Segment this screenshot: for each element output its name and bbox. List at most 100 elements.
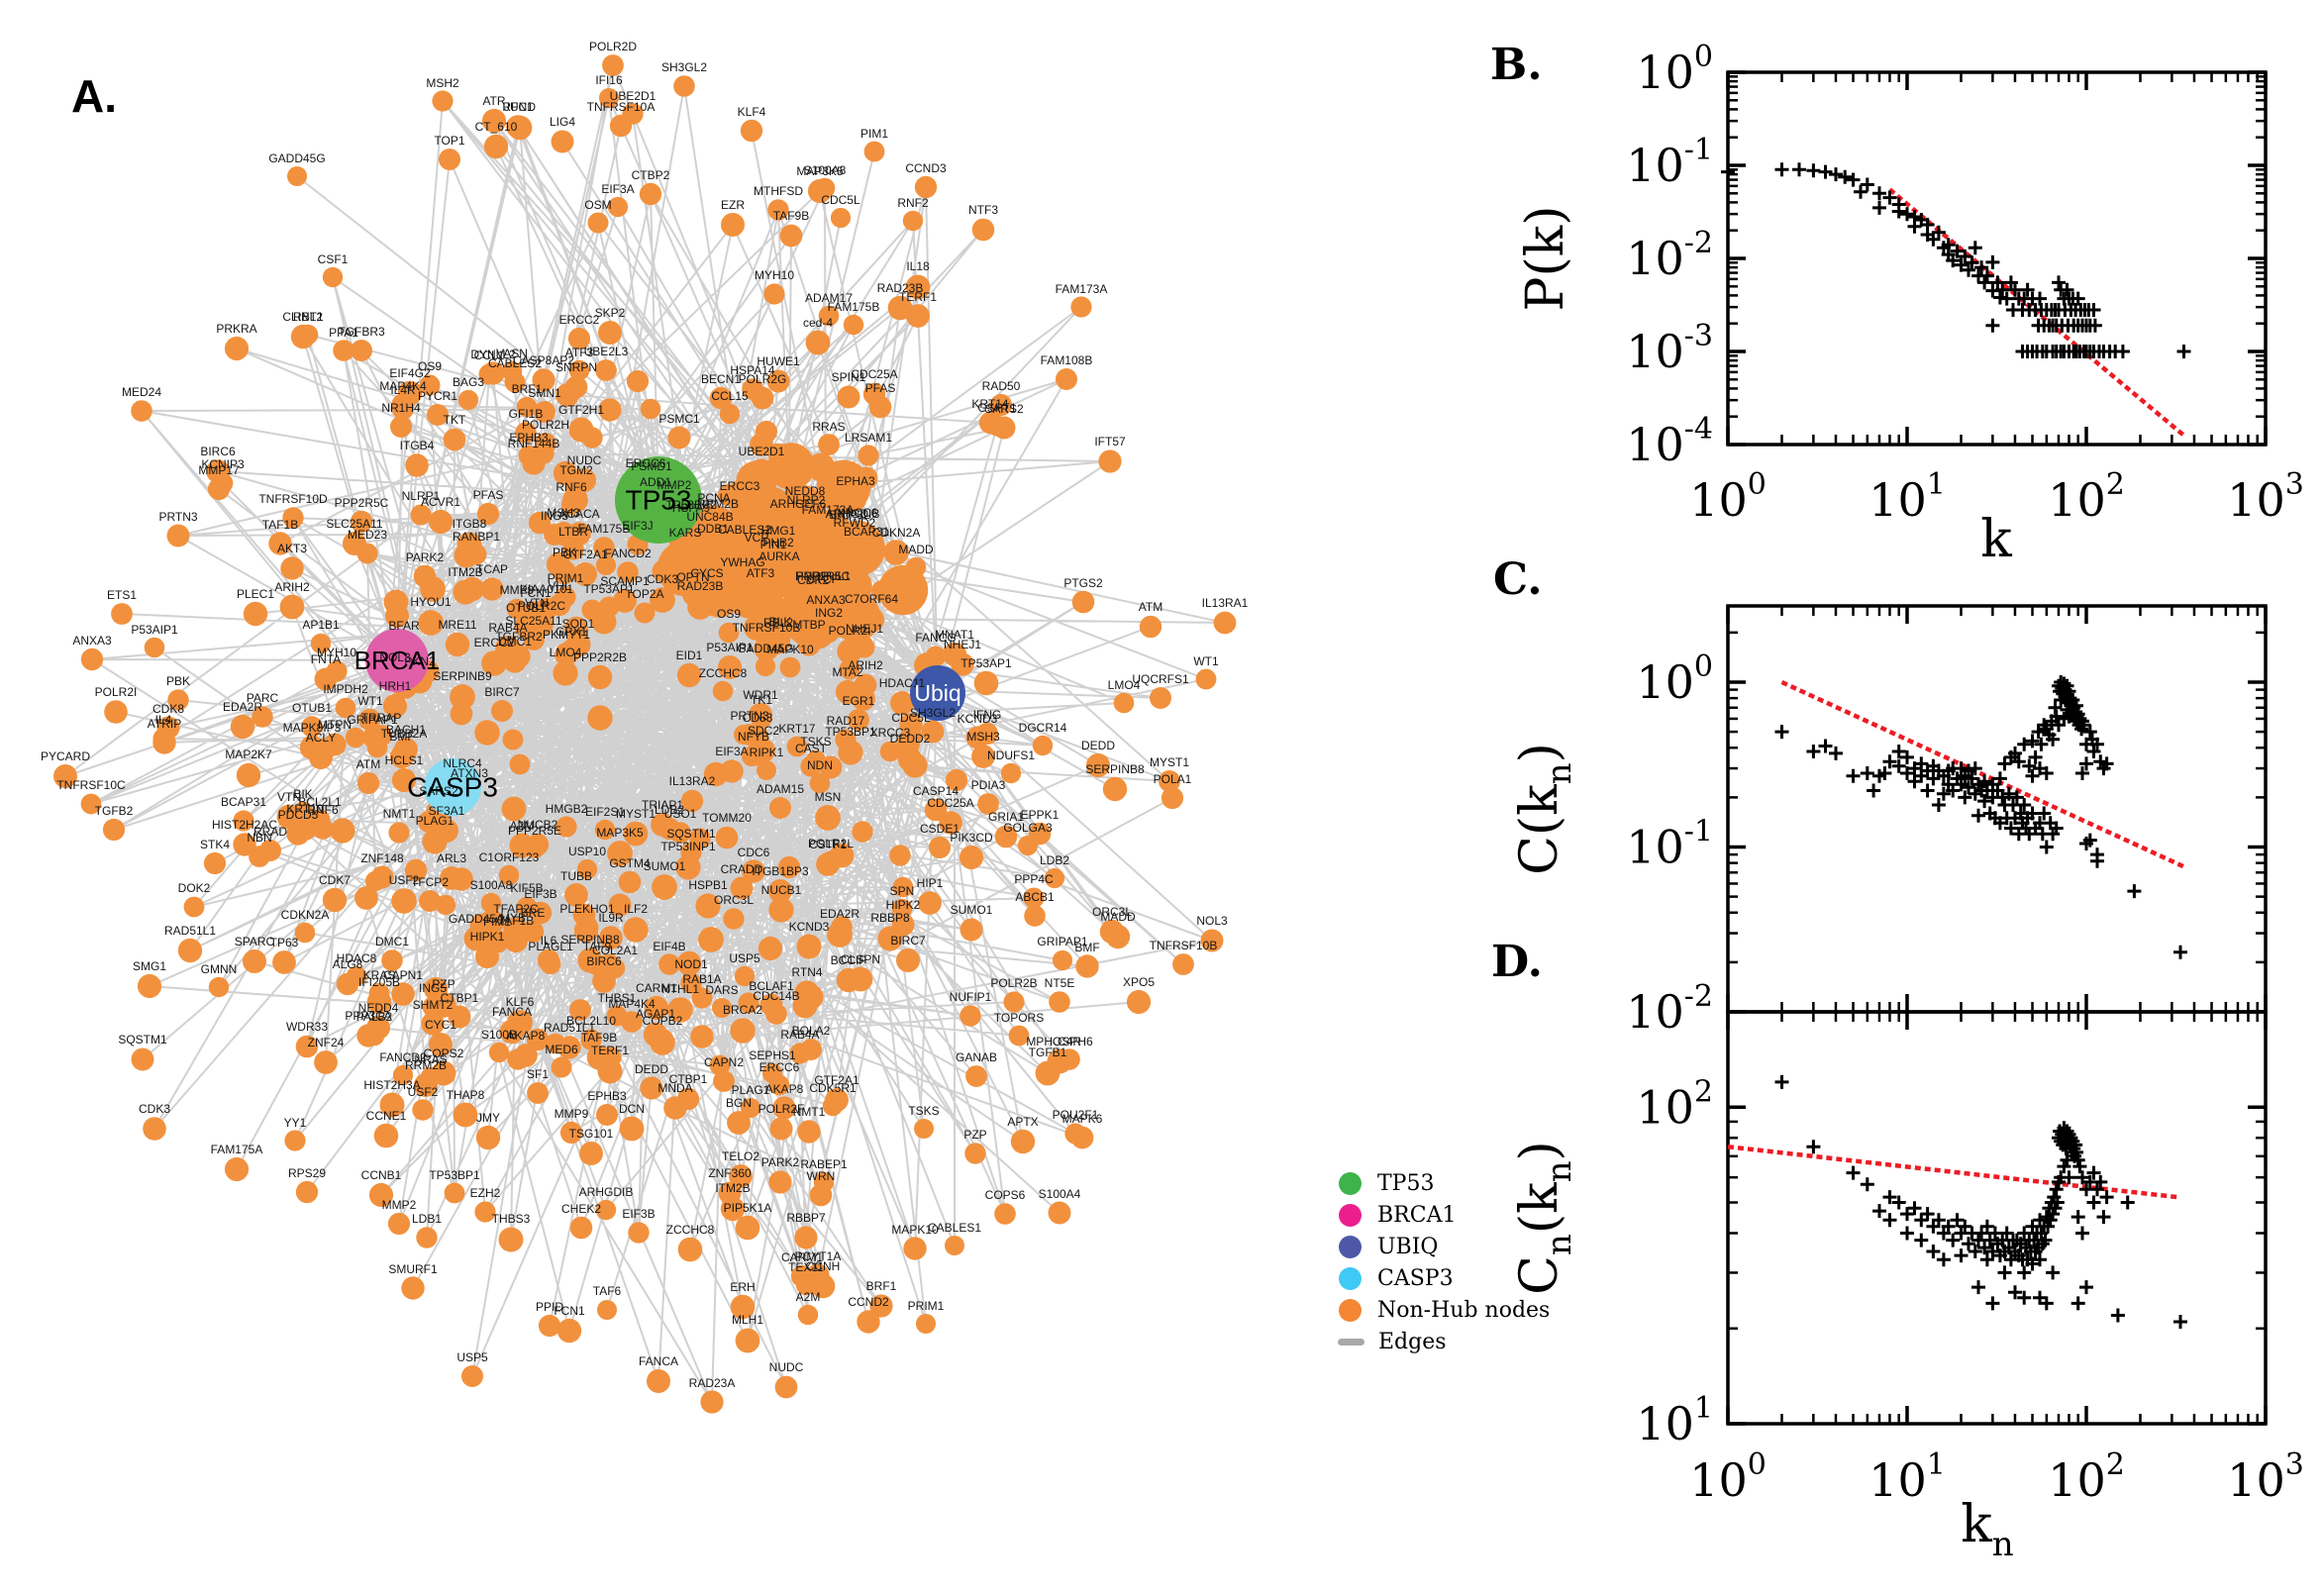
node-label: EIF4G2	[389, 366, 431, 380]
network-node	[413, 564, 437, 588]
node-label: PPP2R5C	[796, 569, 851, 583]
node-label: CDC5L	[821, 193, 860, 207]
node-label: STK4	[200, 838, 230, 851]
node-label: USP5	[456, 1350, 488, 1364]
node-label: S100A8	[470, 878, 513, 892]
network-node	[491, 700, 513, 722]
tick-label: 10-4	[1626, 412, 1713, 471]
node-label: RAD51L1	[544, 1021, 595, 1035]
network-node	[1003, 991, 1025, 1013]
network-node	[1102, 776, 1128, 802]
network-node	[650, 587, 675, 613]
node-label: PPP2R5C	[335, 496, 389, 510]
network-node	[330, 818, 355, 844]
node-label: BCL2L1	[298, 795, 342, 809]
node-label: SH3GL2	[661, 60, 707, 74]
node-label: NMT1	[793, 1105, 826, 1119]
network-node	[869, 1294, 893, 1318]
node-label: VCP	[745, 531, 769, 545]
node-label: BOLA2	[792, 1024, 831, 1038]
node-label: HSPB1	[688, 878, 728, 892]
network-node	[698, 927, 724, 952]
node-label: FAM173A	[802, 503, 855, 517]
network-node	[759, 993, 783, 1017]
node-label: PLAG1	[732, 1083, 770, 1097]
tick-label: 10-2	[1626, 226, 1713, 285]
network-node	[259, 840, 281, 861]
network-node	[243, 601, 268, 627]
network-node	[370, 725, 392, 747]
node-label: RAB1A	[682, 972, 721, 986]
network-node	[640, 1076, 663, 1100]
node-label: MYST1	[1150, 755, 1189, 769]
network-node	[734, 725, 754, 745]
network-node	[131, 400, 152, 422]
network-node	[768, 1074, 790, 1096]
network-node	[230, 714, 255, 740]
node-label: CAPN1	[383, 968, 423, 982]
node-label: MLH1	[732, 1313, 763, 1327]
node-label: SUMO1	[644, 859, 686, 873]
node-label: PTGS2	[1063, 576, 1103, 590]
network-node	[404, 858, 428, 882]
node-label: IFI205B	[358, 975, 400, 989]
node-label: XPO5	[1123, 975, 1155, 989]
node-label: RAB4A	[780, 1028, 819, 1042]
network-node	[777, 855, 801, 879]
network-node	[504, 371, 526, 393]
network-node	[835, 679, 860, 705]
node-label: SLC25A11	[326, 517, 382, 531]
tick-label: 100	[1636, 649, 1713, 709]
node-label: GANAB	[956, 1050, 997, 1064]
node-label: IFNG	[973, 708, 1002, 722]
node-label: RNF6	[556, 480, 587, 494]
network-node	[768, 1170, 792, 1194]
node-label: DEDD	[635, 1062, 668, 1076]
network-node	[575, 916, 599, 940]
node-label: USF2	[389, 873, 420, 887]
network-node	[815, 805, 841, 831]
node-label: TCAP	[476, 562, 508, 576]
node-label: UQCRFS1	[1132, 672, 1189, 686]
node-label: GTF2H1	[558, 403, 604, 417]
panel-label-c: C.	[1493, 554, 1543, 605]
node-label: CDC14B	[753, 989, 799, 1003]
node-label: CDC6	[738, 846, 770, 859]
node-label: IFI16	[595, 73, 623, 87]
network-node	[498, 864, 520, 886]
network-node	[622, 103, 644, 125]
node-label: SARS2	[419, 784, 458, 798]
network-node	[1139, 615, 1162, 639]
node-label: PIN1	[760, 538, 787, 551]
network-node	[883, 540, 909, 565]
node-label: TNFRSF10A	[587, 100, 656, 114]
node-label: PIM1	[483, 915, 511, 929]
node-label: KLF6	[506, 995, 535, 1009]
network-node	[475, 1125, 501, 1150]
node-label: IL13RA1	[1202, 596, 1249, 610]
network-node	[1150, 687, 1171, 709]
node-label: RRAD	[253, 825, 287, 839]
node-label: SUMO1	[951, 903, 993, 917]
network-node	[689, 828, 711, 849]
network-node	[959, 845, 984, 870]
node-label: JUND	[504, 100, 536, 114]
network-node	[634, 602, 656, 624]
hub-node-brca1	[365, 629, 429, 692]
node-label: LMO4	[1108, 678, 1141, 692]
node-label: NBN	[247, 831, 271, 845]
network-node	[794, 1226, 818, 1249]
network-node	[1098, 449, 1122, 473]
network-node	[887, 295, 913, 321]
node-label: MED24	[122, 385, 161, 399]
network-node	[796, 934, 822, 959]
node-label: DGCR14	[1019, 721, 1067, 735]
node-label: PYCARD	[41, 749, 90, 763]
node-label: IL6	[541, 934, 557, 948]
node-label: EDA2R	[820, 907, 859, 921]
node-label: ERCC3	[720, 479, 760, 493]
node-label: MED6	[545, 1043, 578, 1056]
nodes-layer	[53, 54, 1237, 1414]
node-label: ERCC2	[559, 313, 600, 327]
node-label: CTBP1	[441, 991, 479, 1005]
